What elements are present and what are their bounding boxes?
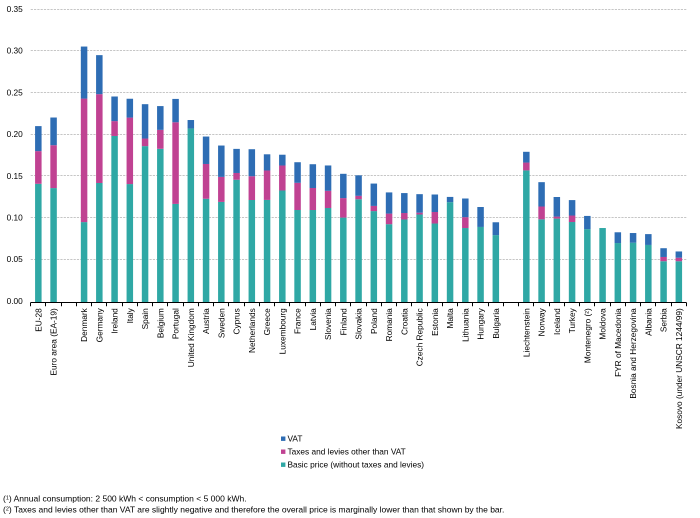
svg-text:0.20: 0.20 [7,129,24,139]
svg-text:Taxes and levies other than VA: Taxes and levies other than VAT [288,447,406,457]
svg-text:Netherlands: Netherlands [247,308,257,353]
svg-text:Portugal: Portugal [171,308,181,339]
svg-text:Germany: Germany [94,307,104,342]
svg-text:0.00: 0.00 [7,296,24,306]
svg-text:United Kingdom: United Kingdom [186,308,196,367]
svg-text:Moldova: Moldova [598,308,608,340]
svg-text:Kosovo (under UNSCR 1244/99): Kosovo (under UNSCR 1244/99) [674,308,684,429]
svg-text:Iceland: Iceland [552,308,562,335]
svg-text:Poland: Poland [369,308,379,334]
svg-text:Romania: Romania [384,308,394,342]
svg-text:Bulgaria: Bulgaria [491,308,501,339]
svg-text:Slovenia: Slovenia [323,308,333,340]
svg-text:Spain: Spain [140,308,150,330]
svg-text:Italy: Italy [125,307,135,323]
svg-text:Luxembourg: Luxembourg [277,308,287,355]
svg-text:0.10: 0.10 [7,213,24,223]
svg-text:Croatia: Croatia [399,308,409,335]
svg-text:Sweden: Sweden [216,308,226,338]
svg-text:Slovakia: Slovakia [354,308,364,340]
svg-text:0.35: 0.35 [7,4,24,14]
svg-text:Serbia: Serbia [659,308,669,332]
svg-text:Malta: Malta [445,308,455,329]
svg-text:Finland: Finland [338,308,348,336]
svg-text:Czech Republic: Czech Republic [415,308,425,366]
svg-text:Greece: Greece [262,308,272,336]
svg-text:France: France [293,308,303,334]
svg-text:Cyprus: Cyprus [232,308,242,334]
svg-text:0.25: 0.25 [7,87,24,97]
svg-text:Norway: Norway [537,307,547,336]
svg-text:VAT: VAT [288,434,303,444]
svg-text:Albania: Albania [643,308,653,336]
svg-text:FYR of Macedonia: FYR of Macedonia [613,308,623,377]
svg-text:Estonia: Estonia [430,308,440,336]
svg-text:0.15: 0.15 [7,171,24,181]
svg-text:Turkey: Turkey [567,307,577,333]
svg-text:Hungary: Hungary [476,307,486,339]
svg-text:Liechtenstein: Liechtenstein [521,308,531,357]
svg-text:Bosnia and Herzegovina: Bosnia and Herzegovina [628,308,638,399]
svg-text:0.05: 0.05 [7,254,24,264]
svg-text:Belgium: Belgium [155,308,165,338]
svg-text:Basic price (without taxes and: Basic price (without taxes and levies) [288,460,425,470]
svg-text:EU-28: EU-28 [33,308,43,332]
svg-text:(2) Taxes and levies other tha: (2) Taxes and levies other than VAT are … [3,505,504,515]
svg-text:Denmark: Denmark [79,307,89,342]
svg-text:Latvia: Latvia [308,308,318,331]
svg-text:(1) Annual consumption: 2 500: (1) Annual consumption: 2 500 kWh < cons… [3,494,247,504]
svg-text:Euro area (EA-19): Euro area (EA-19) [49,308,59,376]
svg-text:Lithuania: Lithuania [460,308,470,342]
svg-text:Ireland: Ireland [110,308,120,334]
svg-text:Austria: Austria [201,308,211,334]
svg-text:0.30: 0.30 [7,46,24,56]
svg-text:Montenegro (²): Montenegro (²) [582,308,592,363]
